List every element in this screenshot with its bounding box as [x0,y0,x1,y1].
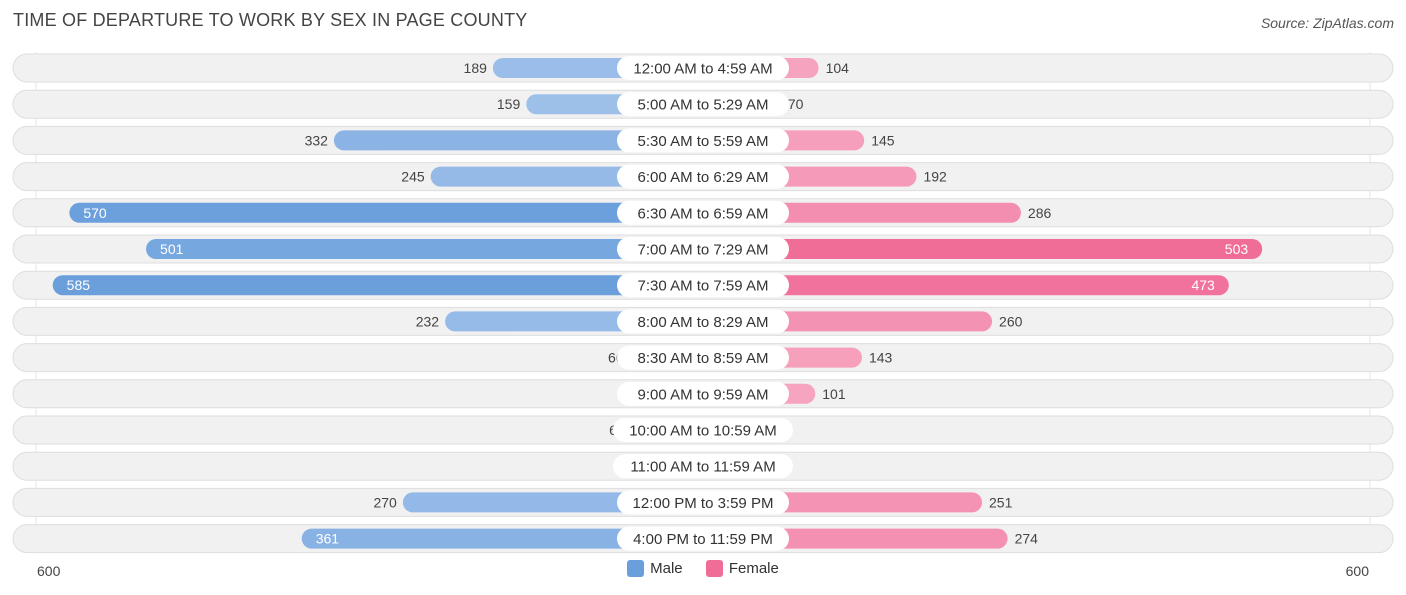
category-label-pill [617,237,789,261]
category-label: 11:00 AM to 11:59 AM [630,459,775,476]
value-label-male: 270 [373,494,397,510]
category-label: 4:00 PM to 11:59 PM [633,531,773,548]
source-label: Source: ZipAtlas.com [1260,15,1394,31]
category-label: 9:00 AM to 9:59 AM [638,386,769,403]
category-label-pill [613,418,793,442]
category-label: 5:30 AM to 5:59 AM [638,133,769,150]
axis-left-label: 600 [37,563,61,579]
value-label-female: 70 [788,96,804,112]
axis-right-label: 600 [1345,563,1369,579]
legend-item-male: Male [627,560,683,577]
legend-label-female: Female [728,560,779,577]
value-label-female: 503 [1225,241,1249,257]
category-label-pill [617,128,789,153]
bar-male [301,528,713,549]
value-label-female: 251 [989,494,1013,510]
category-label-pill [617,200,789,225]
value-label-male: 159 [497,96,521,112]
value-label-male: 585 [67,277,91,293]
value-label-male: 501 [160,241,184,257]
legend: Male Female [0,560,1406,581]
value-label-female: 274 [1015,531,1039,547]
bar-male [69,202,714,223]
category-label-pill [617,526,789,551]
value-label-female: 145 [871,132,895,148]
value-label-male: 232 [416,313,440,329]
legend-swatch-female [705,560,723,577]
chart-title: TIME OF DEPARTURE TO WORK BY SEX IN PAGE… [13,10,528,30]
legend-item-female: Female [705,560,779,577]
category-label: 12:00 PM to 3:59 PM [633,495,774,512]
bar-female [693,275,1229,296]
category-label-pill [617,381,789,406]
value-label-female: 192 [923,169,947,185]
category-label: 10:00 AM to 10:59 AM [629,423,777,440]
category-label: 5:00 AM to 5:29 AM [638,97,769,114]
category-label: 6:30 AM to 6:59 AM [638,205,769,222]
category-label: 12:00 AM to 4:59 AM [633,61,772,78]
bar-male [146,239,713,259]
category-label-pill [617,309,789,334]
category-label-pill [613,454,793,479]
value-label-female: 286 [1028,205,1052,221]
category-label-pill [617,345,789,370]
value-label-female: 143 [869,350,893,366]
category-label-pill [617,56,789,80]
bar-male [52,275,714,296]
value-label-female: 104 [826,60,850,76]
category-label: 7:00 AM to 7:29 AM [638,242,769,259]
category-label-pill [617,490,789,515]
category-label-pill [617,164,789,189]
value-label-female: 101 [822,386,846,402]
value-label-male: 361 [316,531,340,547]
category-label: 8:00 AM to 8:29 AM [638,314,769,331]
value-label-male: 332 [305,132,329,148]
legend-label-male: Male [650,560,683,577]
value-label-male: 245 [401,169,425,185]
category-label: 6:00 AM to 6:29 AM [638,169,769,186]
chart-canvas: 189 104 12:00 AM to 4:59 AM 159 70 5:00 AM to… [12,52,1394,554]
value-label-male: 189 [464,60,488,76]
category-label-pill [617,92,789,117]
legend-swatch-male [627,560,645,577]
value-label-female: 473 [1191,277,1215,293]
bar-female [693,239,1263,259]
category-label: 7:30 AM to 7:59 AM [638,278,769,295]
value-label-male: 570 [83,205,107,221]
value-label-female: 260 [999,313,1023,329]
category-label: 8:30 AM to 8:59 AM [638,350,769,367]
category-label-pill [617,273,789,298]
